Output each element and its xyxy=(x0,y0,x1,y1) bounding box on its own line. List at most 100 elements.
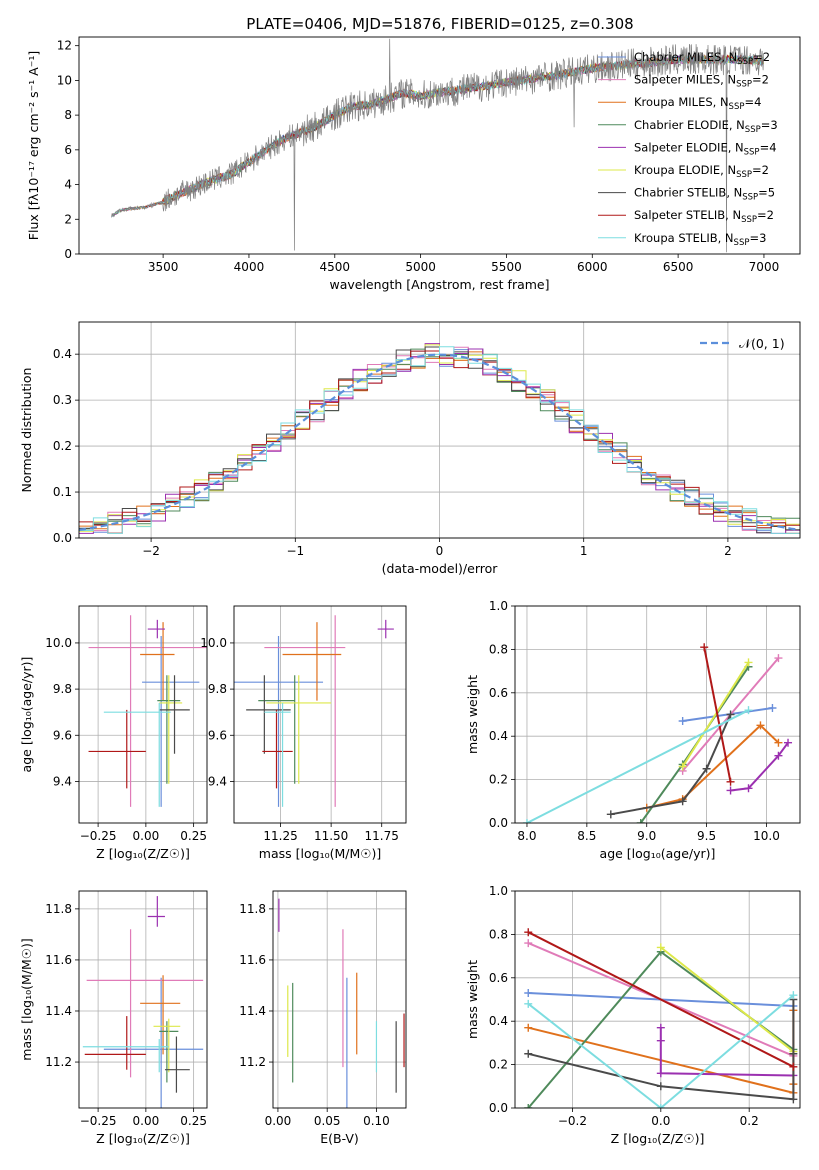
x-tick-label: 7000 xyxy=(749,260,780,274)
axes-frame xyxy=(272,890,407,1109)
y-axis-label: mass [log₁₀(M/M☉)] xyxy=(19,938,34,1060)
y-tick-label: 8 xyxy=(64,108,72,122)
point-marker xyxy=(726,777,735,786)
y-tick-label: 0.0 xyxy=(489,1101,508,1115)
normal-curve-line xyxy=(79,353,798,531)
point-marker xyxy=(726,710,735,719)
mass-vs-ebv-panel: 0.00 0.05 0.10 11.2 11.4 11.6 11.8 E(B-V) xyxy=(239,890,407,1146)
mass-weight-line xyxy=(730,742,789,792)
point-marker xyxy=(656,1023,665,1032)
x-tick-label: −0.25 xyxy=(80,1114,117,1128)
x-tick-label: 0.00 xyxy=(133,829,160,843)
point-marker xyxy=(774,751,783,760)
observed-spectrum-line xyxy=(111,38,764,253)
point-marker xyxy=(524,988,533,997)
legend-entry: Chabrier STELIB, NSSP=5 xyxy=(634,186,775,203)
histogram-steps xyxy=(79,343,800,534)
y-tick-label: 0.0 xyxy=(53,531,72,545)
point-marker xyxy=(656,1069,665,1078)
x-tick-label: 11.50 xyxy=(314,829,348,843)
y-tick-label: 9.6 xyxy=(53,728,72,742)
line-group xyxy=(522,643,793,823)
point-marker xyxy=(656,1104,665,1108)
x-tick-label: −1 xyxy=(286,544,304,558)
point-marker xyxy=(524,1023,533,1032)
y-tick-label: 0 xyxy=(64,247,72,261)
legend-entry: 𝒩(0, 1) xyxy=(739,336,785,351)
y-tick-label: 0.4 xyxy=(489,1014,508,1028)
mass-weight-line xyxy=(703,647,732,782)
x-tick-label: 6000 xyxy=(577,260,608,274)
y-tick-label: 1.0 xyxy=(489,599,508,613)
mass-weight-line xyxy=(681,661,750,768)
x-tick-label: 5000 xyxy=(405,260,436,274)
x-tick-label: −0.2 xyxy=(558,1114,587,1128)
x-axis-label: Z [log₁₀(Z/Z☉)] xyxy=(96,1131,190,1146)
axes-frame xyxy=(514,890,801,1109)
y-tick-label: 11.8 xyxy=(45,902,72,916)
point-marker xyxy=(656,943,665,952)
y-tick-label: 1.0 xyxy=(489,884,508,898)
y-tick-label: 0.2 xyxy=(489,1058,508,1072)
y-tick-label: 0.4 xyxy=(489,729,508,743)
point-marker xyxy=(524,928,533,937)
axes-frame xyxy=(78,605,208,824)
y-tick-label: 11.6 xyxy=(239,953,266,967)
y-tick-label: 0.6 xyxy=(489,971,508,985)
y-tick-label: 10.0 xyxy=(200,636,227,650)
point-marker xyxy=(789,1049,798,1058)
spectrum-panel: 3500 4000 4500 5000 5500 6000 6500 7000 0 2 4 6 8 10 1… xyxy=(26,36,801,292)
x-tick-label: 0.05 xyxy=(314,1114,341,1128)
y-tick-label: 2 xyxy=(64,212,72,226)
y-tick-label: 10.0 xyxy=(45,636,72,650)
y-tick-label: 11.2 xyxy=(239,1055,266,1069)
legend-entry: Kroupa ELODIE, NSSP=2 xyxy=(634,163,769,180)
x-tick-label: 8.5 xyxy=(577,829,596,843)
x-tick-label: 0.2 xyxy=(740,1114,759,1128)
y-tick-label: 12 xyxy=(57,39,72,53)
x-tick-label: 1 xyxy=(580,544,588,558)
y-tick-label: 0.3 xyxy=(53,393,72,407)
y-axis-label: Normed distribution xyxy=(19,368,34,493)
y-tick-label: 0.2 xyxy=(53,439,72,453)
legend-entry: Salpeter ELODIE, NSSP=4 xyxy=(634,140,777,157)
line-group xyxy=(524,928,798,1108)
x-tick-label: 3500 xyxy=(148,260,179,274)
errorbar-group xyxy=(278,898,405,1108)
x-tick-label: 0.25 xyxy=(180,829,207,843)
x-tick-label: 0.00 xyxy=(133,1114,160,1128)
x-tick-label: 11.25 xyxy=(263,829,297,843)
mass-weight-line xyxy=(610,714,732,816)
point-marker xyxy=(774,738,783,747)
y-tick-label: 11.2 xyxy=(45,1055,72,1069)
y-tick-label: 10 xyxy=(57,73,72,87)
x-axis-label: (data-model)/error xyxy=(382,561,499,576)
y-tick-label: 0.4 xyxy=(53,347,72,361)
point-marker xyxy=(656,1082,665,1091)
mass-weight-line xyxy=(526,709,749,823)
point-marker xyxy=(522,819,531,823)
axes-frame xyxy=(78,36,801,255)
point-marker xyxy=(789,991,798,1000)
x-tick-label: 4500 xyxy=(320,260,351,274)
y-tick-label: 0.6 xyxy=(489,686,508,700)
y-axis-label: mass weight xyxy=(465,675,480,754)
spectrum-lines xyxy=(111,38,764,253)
point-marker xyxy=(606,810,615,819)
y-tick-label: 9.8 xyxy=(53,682,72,696)
y-tick-label: 11.4 xyxy=(45,1004,72,1018)
point-marker xyxy=(700,643,709,652)
y-tick-label: 11.8 xyxy=(239,902,266,916)
x-tick-label: 11.75 xyxy=(365,829,399,843)
mass-weight-line xyxy=(527,931,794,1068)
mass-weight-line xyxy=(646,724,780,809)
y-tick-label: 0.8 xyxy=(489,927,508,941)
y-tick-label: 0.1 xyxy=(53,485,72,499)
legend-entry: Salpeter MILES, NSSP=2 xyxy=(634,73,769,90)
legend-entry: Chabrier ELODIE, NSSP=3 xyxy=(634,118,778,135)
mass-weight-line xyxy=(660,946,795,1053)
x-axis-label: Z [log₁₀(Z/Z☉)] xyxy=(611,1131,705,1146)
x-tick-label: −2 xyxy=(142,544,160,558)
x-axis-label: Z [log₁₀(Z/Z☉)] xyxy=(96,846,190,861)
point-marker xyxy=(744,784,753,793)
